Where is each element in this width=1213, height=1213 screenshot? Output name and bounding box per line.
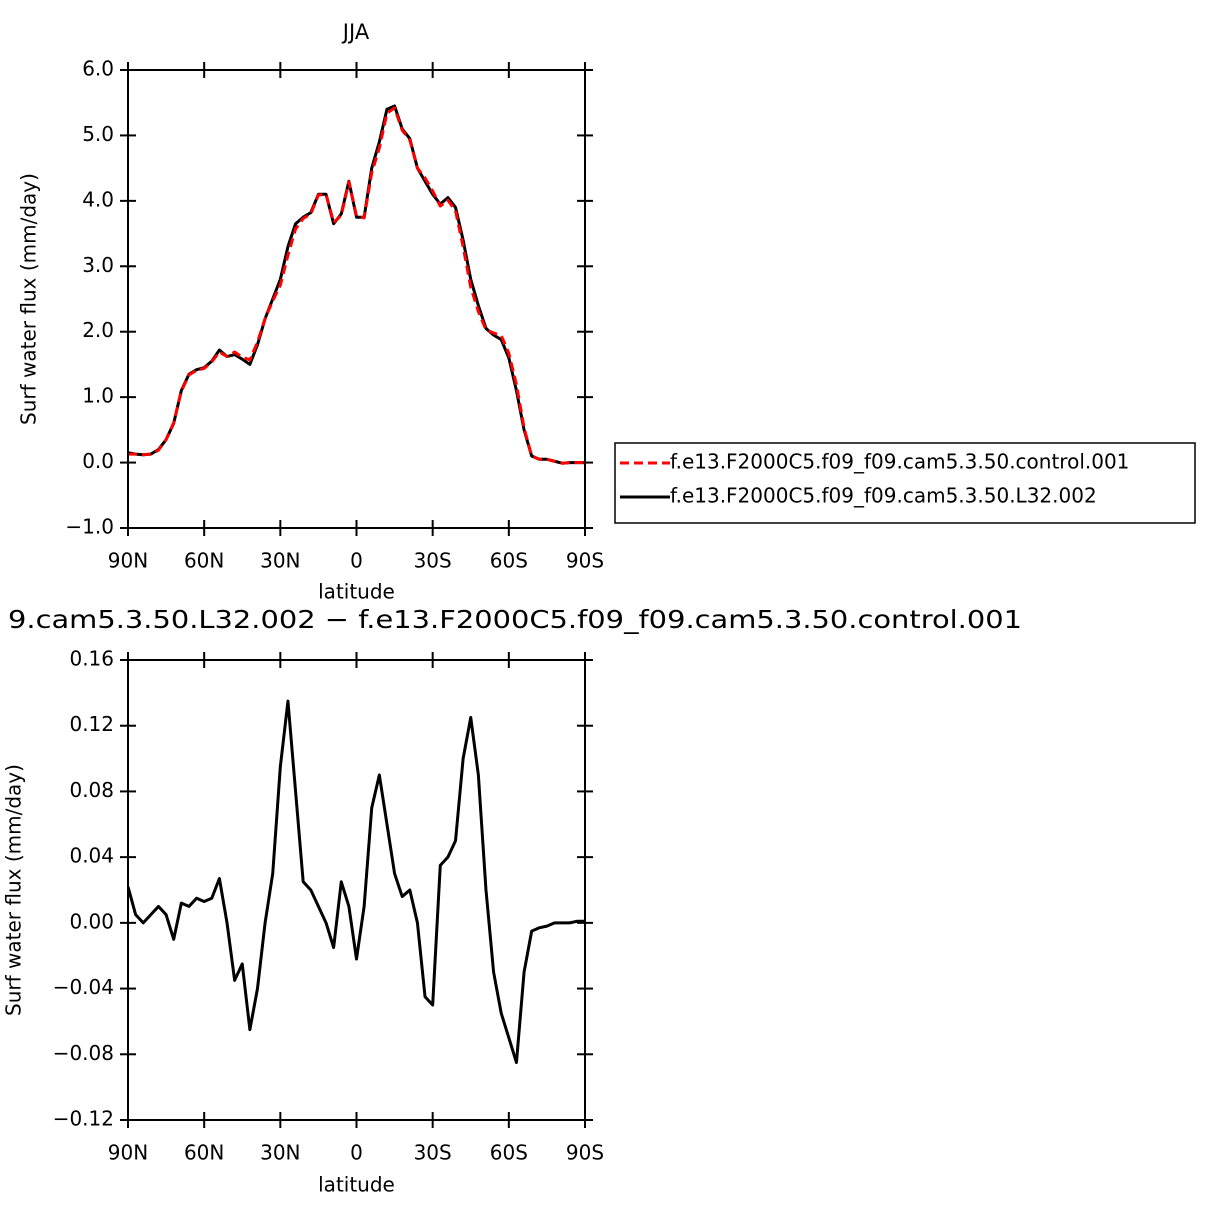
x-tick-label: 0 [350,1141,363,1165]
x-tick-label: 30N [260,549,300,573]
plot-frame [127,659,586,1121]
y-tick-label: 4.0 [82,187,114,211]
legend-label: f.e13.F2000C5.f09_f09.cam5.3.50.L32.002 [670,484,1097,508]
legend-label: f.e13.F2000C5.f09_f09.cam5.3.50.control.… [670,450,1129,474]
y-tick-label: 0.16 [69,647,114,671]
y-tick-label: 6.0 [82,57,114,81]
y-tick-label: 0.04 [69,844,114,868]
x-tick-label: 90N [108,1141,148,1165]
y-tick-label: 2.0 [82,318,114,342]
data-line [128,699,585,1064]
chart-title: 9.cam5.3.50.L32.002 − f.e13.F2000C5.f09_… [8,605,1022,634]
y-axis-label: Surf water flux (mm/day) [17,173,41,425]
plot-frame [127,69,586,529]
x-tick-label: 30N [260,1141,300,1165]
y-tick-label: −0.08 [53,1041,114,1065]
x-tick-label: 30S [414,549,452,573]
x-tick-label: 60N [184,549,224,573]
x-axis-label: latitude [318,1173,395,1197]
legend-box [614,442,1196,524]
x-tick-label: 60N [184,1141,224,1165]
x-tick-label: 90S [566,549,604,573]
x-tick-label: 0 [350,549,363,573]
y-axis-label: Surf water flux (mm/day) [2,764,26,1016]
y-tick-label: −1.0 [65,515,114,539]
y-tick-label: 0.12 [69,712,114,736]
x-tick-label: 60S [490,549,528,573]
chart-title: JJA [341,20,370,44]
y-tick-label: 3.0 [82,253,114,277]
y-tick-label: 0.00 [69,909,114,933]
y-tick-label: −0.12 [53,1107,114,1131]
y-tick-label: 1.0 [82,384,114,408]
y-tick-label: −0.04 [53,975,114,999]
x-tick-label: 60S [490,1141,528,1165]
x-axis-label: latitude [318,580,395,604]
x-tick-label: 90N [108,549,148,573]
data-line [128,106,585,465]
y-tick-label: 0.08 [69,778,114,802]
x-tick-label: 90S [566,1141,604,1165]
y-tick-label: 0.0 [82,449,114,473]
y-tick-label: 5.0 [82,122,114,146]
x-tick-label: 30S [414,1141,452,1165]
